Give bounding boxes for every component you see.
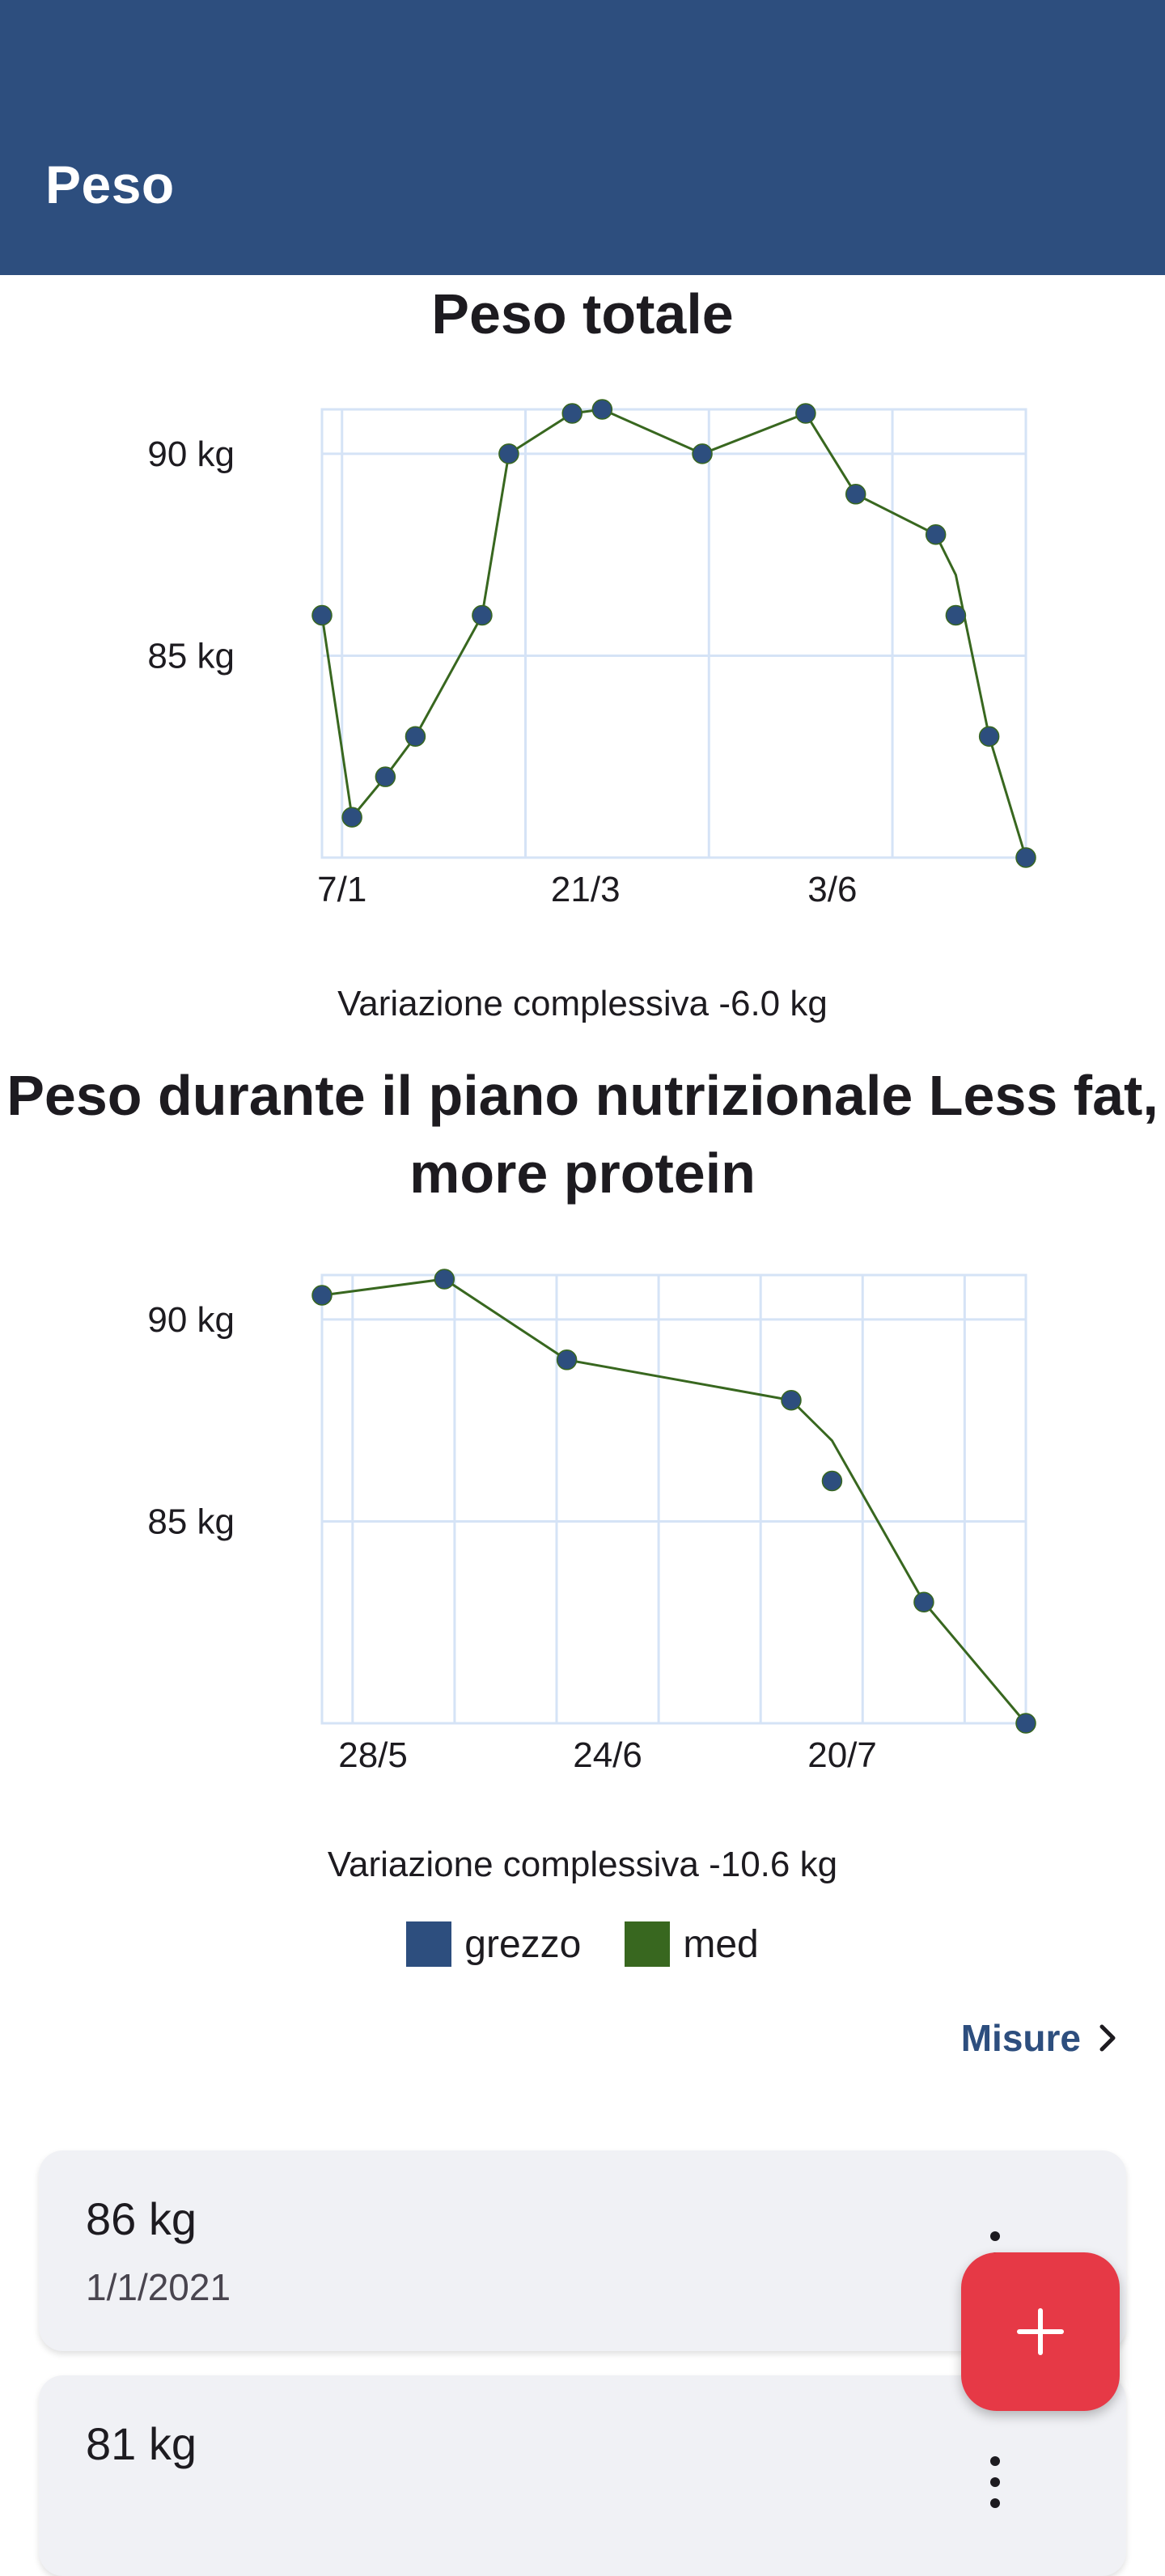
data-point-raw xyxy=(375,766,396,787)
x-tick-label: 21/3 xyxy=(551,870,621,909)
chart-total-weight: 85 kg 90 kg 7/1 21/3 3/6 xyxy=(147,399,1036,909)
add-weight-button[interactable] xyxy=(961,2252,1120,2411)
data-point-raw xyxy=(978,726,1000,748)
legend-swatch-med xyxy=(625,1921,671,1967)
legend-item-raw: grezzo xyxy=(406,1921,581,1967)
entry-weight: 86 kg xyxy=(86,2193,197,2244)
y-tick-label: 90 kg xyxy=(147,1300,235,1340)
data-point-raw xyxy=(434,1269,455,1290)
plot-frame xyxy=(320,408,1027,859)
data-point-raw xyxy=(821,1470,843,1492)
data-point-raw xyxy=(311,604,333,626)
more-vert-icon[interactable] xyxy=(985,2456,1005,2521)
data-point-raw xyxy=(913,1591,934,1613)
weight-entry-card[interactable]: 86 kg 1/1/2021 xyxy=(39,2150,1126,2351)
entry-weight: 81 kg xyxy=(86,2418,197,2469)
x-tick-label: 7/1 xyxy=(317,870,366,909)
data-point-raw xyxy=(311,1285,333,1306)
data-point-raw xyxy=(795,403,816,424)
data-point-raw xyxy=(341,807,362,828)
data-point-raw xyxy=(498,443,519,464)
data-point-raw xyxy=(591,399,613,420)
page-title: Peso xyxy=(45,155,175,214)
variation-plan: Variazione complessiva -10.6 kg xyxy=(327,1845,838,1884)
data-point-raw xyxy=(845,484,866,505)
legend-label-med: med xyxy=(683,1922,759,1966)
measures-link-label: Misure xyxy=(960,2017,1081,2059)
y-tick-label: 90 kg xyxy=(147,434,235,474)
plot-frame xyxy=(320,1273,1027,1725)
chart-plan-weight: 85 kg 90 kg 28/5 24/6 20/7 xyxy=(147,1269,1036,1775)
x-tick-label: 24/6 xyxy=(573,1735,642,1775)
series-line-med xyxy=(321,1277,1027,1724)
data-point-raw xyxy=(1015,1713,1036,1734)
y-tick-label: 85 kg xyxy=(147,1502,235,1541)
x-tick-label: 3/6 xyxy=(807,870,857,909)
data-point-raw xyxy=(472,604,493,626)
legend-label-raw: grezzo xyxy=(464,1922,582,1966)
series-line-med xyxy=(320,408,1027,858)
data-point-raw xyxy=(561,403,582,424)
chevron-right-icon xyxy=(1099,2024,1116,2052)
data-point-raw xyxy=(1015,847,1036,868)
data-point-raw xyxy=(781,1389,802,1411)
chart-title-plan: Peso durante il piano nutrizionale Less … xyxy=(6,1064,1159,1205)
chart-title-total: Peso totale xyxy=(431,282,734,345)
app-bar: Peso xyxy=(0,0,1165,275)
y-tick-label: 85 kg xyxy=(147,636,235,676)
data-point-raw xyxy=(925,523,947,545)
x-tick-label: 28/5 xyxy=(338,1735,408,1775)
measures-link[interactable]: Misure xyxy=(961,2016,1120,2060)
data-point-raw xyxy=(405,726,426,748)
x-tick-label: 20/7 xyxy=(807,1735,877,1775)
variation-total: Variazione complessiva -6.0 kg xyxy=(337,984,828,1023)
chart-legend: grezzo med xyxy=(0,1921,1165,1967)
data-point-raw xyxy=(945,604,967,626)
data-point-raw xyxy=(692,443,713,464)
entry-date: 1/1/2021 xyxy=(86,2266,231,2308)
plus-icon xyxy=(1017,2308,1064,2355)
legend-item-med: med xyxy=(625,1921,759,1967)
data-point-raw xyxy=(556,1349,578,1371)
legend-swatch-raw xyxy=(406,1921,452,1967)
